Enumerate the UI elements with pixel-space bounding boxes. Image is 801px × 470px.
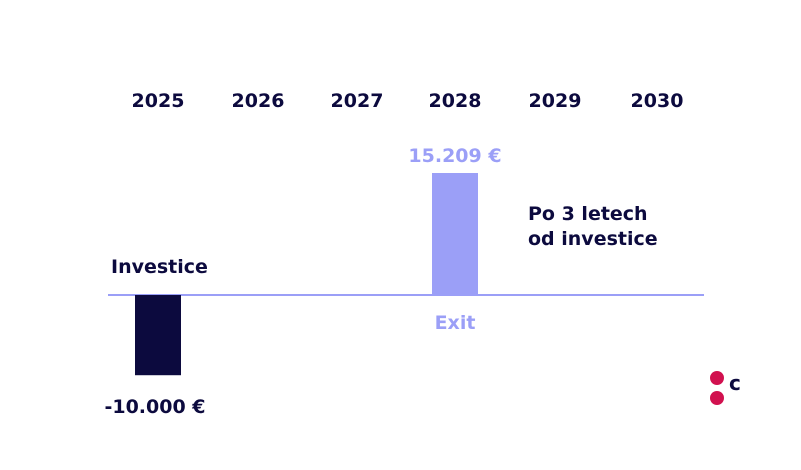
year-label-2025: 2025 — [132, 90, 185, 112]
labels: -10.000 € Investice 15.209 € Exit — [104, 145, 501, 418]
year-axis: 2025 2026 2027 2028 2029 2030 — [132, 90, 684, 112]
brand-logo: c — [706, 368, 746, 408]
bar-2028 — [432, 173, 478, 295]
value-label-2025: -10.000 € — [104, 396, 205, 418]
annotation-line-1: Po 3 letech — [528, 203, 648, 225]
note-label-2028: Exit — [435, 312, 476, 334]
year-label-2027: 2027 — [331, 90, 384, 112]
logo-dot-bottom — [710, 391, 724, 405]
logo-dot-top — [710, 371, 724, 385]
bar-2025 — [135, 295, 181, 376]
year-label-2028: 2028 — [429, 90, 482, 112]
note-label-2025: Investice — [111, 256, 208, 278]
year-label-2029: 2029 — [529, 90, 582, 112]
year-label-2026: 2026 — [232, 90, 285, 112]
bars — [135, 173, 478, 376]
year-label-2030: 2030 — [631, 90, 684, 112]
value-label-2028: 15.209 € — [408, 145, 501, 167]
annotation-line-2: od investice — [528, 228, 658, 250]
logo-letter: c — [729, 371, 741, 395]
